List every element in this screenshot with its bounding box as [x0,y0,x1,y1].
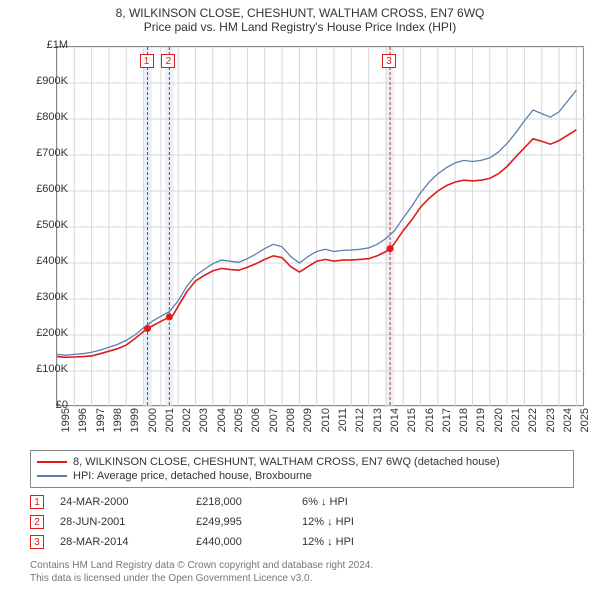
legend-item-property: 8, WILKINSON CLOSE, CHESHUNT, WALTHAM CR… [37,455,567,469]
transaction-price: £249,995 [196,516,286,528]
y-tick-label: £900K [16,75,68,87]
transaction-price: £218,000 [196,496,286,508]
x-tick-label: 2025 [579,408,591,438]
x-tick-label: 2017 [441,408,453,438]
footer-line-1: Contains HM Land Registry data © Crown c… [30,560,574,573]
transaction-marker-3: 3 [30,535,44,549]
x-tick-label: 2022 [527,408,539,438]
legend-swatch-property [37,461,67,463]
transaction-date: 24-MAR-2000 [60,496,180,508]
x-tick-label: 2012 [354,408,366,438]
sale-marker-1: 1 [140,54,154,68]
transactions-table: 1 24-MAR-2000 £218,000 6% ↓ HPI 2 28-JUN… [30,492,574,552]
y-tick-label: £1M [16,39,68,51]
y-tick-label: £400K [16,255,68,267]
legend-item-hpi: HPI: Average price, detached house, Brox… [37,469,567,483]
x-tick-label: 2020 [493,408,505,438]
x-tick-label: 2002 [181,408,193,438]
legend-swatch-hpi [37,475,67,477]
table-row: 1 24-MAR-2000 £218,000 6% ↓ HPI [30,492,574,512]
x-tick-label: 2014 [389,408,401,438]
transaction-comparison: 6% ↓ HPI [302,496,462,508]
x-tick-label: 1998 [112,408,124,438]
x-tick-label: 2021 [510,408,522,438]
transaction-date: 28-MAR-2014 [60,536,180,548]
x-tick-label: 1999 [129,408,141,438]
transaction-date: 28-JUN-2001 [60,516,180,528]
x-tick-label: 2010 [320,408,332,438]
y-tick-label: £600K [16,183,68,195]
y-tick-label: £200K [16,327,68,339]
sale-marker-2: 2 [161,54,175,68]
x-tick-label: 2003 [198,408,210,438]
x-tick-label: 2015 [406,408,418,438]
x-tick-label: 1995 [60,408,72,438]
transaction-comparison: 12% ↓ HPI [302,516,462,528]
x-tick-label: 2024 [562,408,574,438]
legend-label-hpi: HPI: Average price, detached house, Brox… [73,470,312,482]
legend: 8, WILKINSON CLOSE, CHESHUNT, WALTHAM CR… [30,450,574,488]
x-tick-label: 2018 [458,408,470,438]
x-tick-label: 2007 [268,408,280,438]
legend-label-property: 8, WILKINSON CLOSE, CHESHUNT, WALTHAM CR… [73,456,500,468]
x-tick-label: 1997 [95,408,107,438]
transaction-comparison: 12% ↓ HPI [302,536,462,548]
sale-marker-3: 3 [382,54,396,68]
table-row: 2 28-JUN-2001 £249,995 12% ↓ HPI [30,512,574,532]
plot-area [56,46,584,406]
x-tick-label: 2023 [545,408,557,438]
y-tick-label: £300K [16,291,68,303]
footer-line-2: This data is licensed under the Open Gov… [30,573,574,586]
x-tick-label: 2016 [424,408,436,438]
transaction-marker-1: 1 [30,495,44,509]
y-tick-label: £700K [16,147,68,159]
x-tick-label: 2005 [233,408,245,438]
x-tick-label: 2013 [372,408,384,438]
x-tick-label: 2019 [475,408,487,438]
transaction-price: £440,000 [196,536,286,548]
x-tick-label: 1996 [77,408,89,438]
table-row: 3 28-MAR-2014 £440,000 12% ↓ HPI [30,532,574,552]
y-tick-label: £100K [16,363,68,375]
chart-subtitle: Price paid vs. HM Land Registry's House … [0,20,600,38]
y-tick-label: £800K [16,111,68,123]
x-tick-label: 2000 [147,408,159,438]
attribution-footer: Contains HM Land Registry data © Crown c… [30,560,574,585]
transaction-marker-2: 2 [30,515,44,529]
x-tick-label: 2004 [216,408,228,438]
chart-container: 8, WILKINSON CLOSE, CHESHUNT, WALTHAM CR… [0,0,600,590]
x-tick-label: 2011 [337,408,349,438]
x-tick-label: 2009 [302,408,314,438]
y-tick-label: £500K [16,219,68,231]
chart-svg [57,47,585,407]
x-tick-label: 2008 [285,408,297,438]
x-tick-label: 2001 [164,408,176,438]
x-tick-label: 2006 [250,408,262,438]
chart-title: 8, WILKINSON CLOSE, CHESHUNT, WALTHAM CR… [0,0,600,20]
